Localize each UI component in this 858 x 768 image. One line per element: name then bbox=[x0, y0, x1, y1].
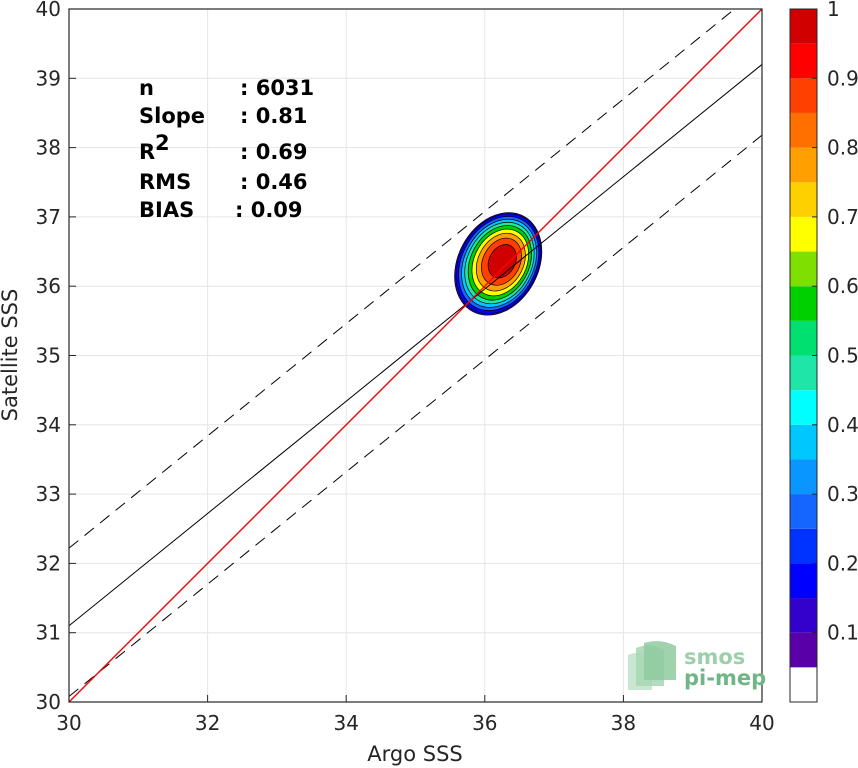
y-tick-label: 36 bbox=[36, 274, 61, 298]
density-contours bbox=[454, 212, 543, 316]
y-tick-label: 35 bbox=[36, 344, 61, 368]
stat-label: R bbox=[139, 140, 155, 164]
stat-value: : 0.46 bbox=[240, 170, 308, 194]
colorbar-tick-label: 1 bbox=[827, 0, 840, 21]
colorbar-segment bbox=[790, 390, 817, 425]
y-tick-label: 39 bbox=[36, 66, 61, 90]
colorbar-tick-label: 0.8 bbox=[827, 136, 858, 160]
colorbar-tick-label: 0.2 bbox=[827, 551, 858, 575]
colorbar-segment bbox=[790, 667, 817, 702]
x-tick-label: 36 bbox=[472, 711, 497, 735]
colorbar-tick-label: 0.7 bbox=[827, 205, 858, 229]
identity-line bbox=[69, 9, 762, 702]
colorbar-tick-label: 0.9 bbox=[827, 66, 858, 90]
colorbar-segment bbox=[790, 78, 817, 113]
x-tick-label: 38 bbox=[611, 711, 636, 735]
stat-value: : 6031 bbox=[240, 76, 314, 100]
y-tick-label: 30 bbox=[36, 690, 61, 714]
colorbar-segment bbox=[790, 182, 817, 217]
logo-wave-icon bbox=[628, 641, 676, 690]
regression-lines bbox=[69, 9, 762, 702]
stat-label-superscript: 2 bbox=[155, 131, 170, 155]
x-axis-label: Argo SSS bbox=[367, 742, 462, 766]
logo-text-line2: pi-mep bbox=[684, 666, 766, 690]
colorbar-segment bbox=[790, 632, 817, 668]
colorbar-segment bbox=[790, 216, 817, 252]
colorbar-segment bbox=[790, 424, 817, 460]
stat-label: n bbox=[139, 76, 154, 100]
stat-label: BIAS bbox=[139, 198, 194, 222]
colorbar-segment bbox=[790, 147, 817, 183]
x-tick-label: 40 bbox=[749, 711, 774, 735]
stat-value: : 0.09 bbox=[235, 198, 303, 222]
colorbar-segment bbox=[790, 459, 817, 495]
x-tick-label: 34 bbox=[333, 711, 358, 735]
upper-band-line bbox=[69, 9, 736, 549]
y-tick-label: 31 bbox=[36, 621, 61, 645]
colorbar-segment bbox=[790, 528, 817, 564]
stats-box: n : 6031 Slope : 0.81 R 2 : 0.69 RMS : 0.46 BIAS:… bbox=[139, 76, 314, 222]
colorbar-tick-label: 0.4 bbox=[827, 413, 858, 437]
y-tick-label: 38 bbox=[36, 136, 61, 160]
x-tick-label: 32 bbox=[195, 711, 220, 735]
colorbar-segment bbox=[790, 9, 817, 44]
y-tick-label: 37 bbox=[36, 205, 61, 229]
y-tick-label: 40 bbox=[36, 0, 61, 21]
colorbar-segment bbox=[790, 43, 817, 79]
lower-band-line bbox=[69, 134, 762, 697]
colorbar-tick-label: 0.5 bbox=[827, 344, 858, 368]
colorbar: 0.1 0.2 0.3 0.4 0.5 0.6 0.7 0.8 0.9 1 bbox=[789, 0, 858, 703]
fit-line bbox=[69, 64, 762, 627]
grid bbox=[68, 8, 763, 703]
logo-text-line1: smos bbox=[684, 645, 745, 669]
colorbar-segment bbox=[790, 598, 817, 633]
x-tick-label: 30 bbox=[56, 711, 81, 735]
colorbar-tick-label: 0.1 bbox=[827, 621, 858, 645]
axis-ticks: 30 32 34 36 38 40 30 31 32 33 34 35 36 37 38 39 40 bbox=[36, 0, 775, 735]
y-tick-label: 34 bbox=[36, 413, 61, 437]
stat-label: Slope bbox=[139, 104, 205, 128]
colorbar-segment bbox=[790, 251, 817, 287]
y-tick-label: 32 bbox=[36, 551, 61, 575]
colorbar-tick-label: 0.6 bbox=[827, 274, 858, 298]
colorbar-segment bbox=[790, 494, 817, 529]
colorbar-segment bbox=[790, 286, 817, 321]
y-axis-label: Satellite SSS bbox=[0, 289, 22, 422]
y-tick-label: 33 bbox=[36, 482, 61, 506]
colorbar-segment bbox=[790, 112, 817, 148]
stat-label: RMS bbox=[139, 170, 191, 194]
colorbar-segment bbox=[790, 563, 817, 599]
stat-value: : 0.81 bbox=[240, 104, 308, 128]
colorbar-segment bbox=[790, 355, 817, 391]
smos-pi-mep-logo: smos pi-mep bbox=[628, 641, 766, 690]
colorbar-tick-label: 0.3 bbox=[827, 482, 858, 506]
colorbar-segment bbox=[790, 320, 817, 356]
stat-value: : 0.69 bbox=[240, 140, 308, 164]
